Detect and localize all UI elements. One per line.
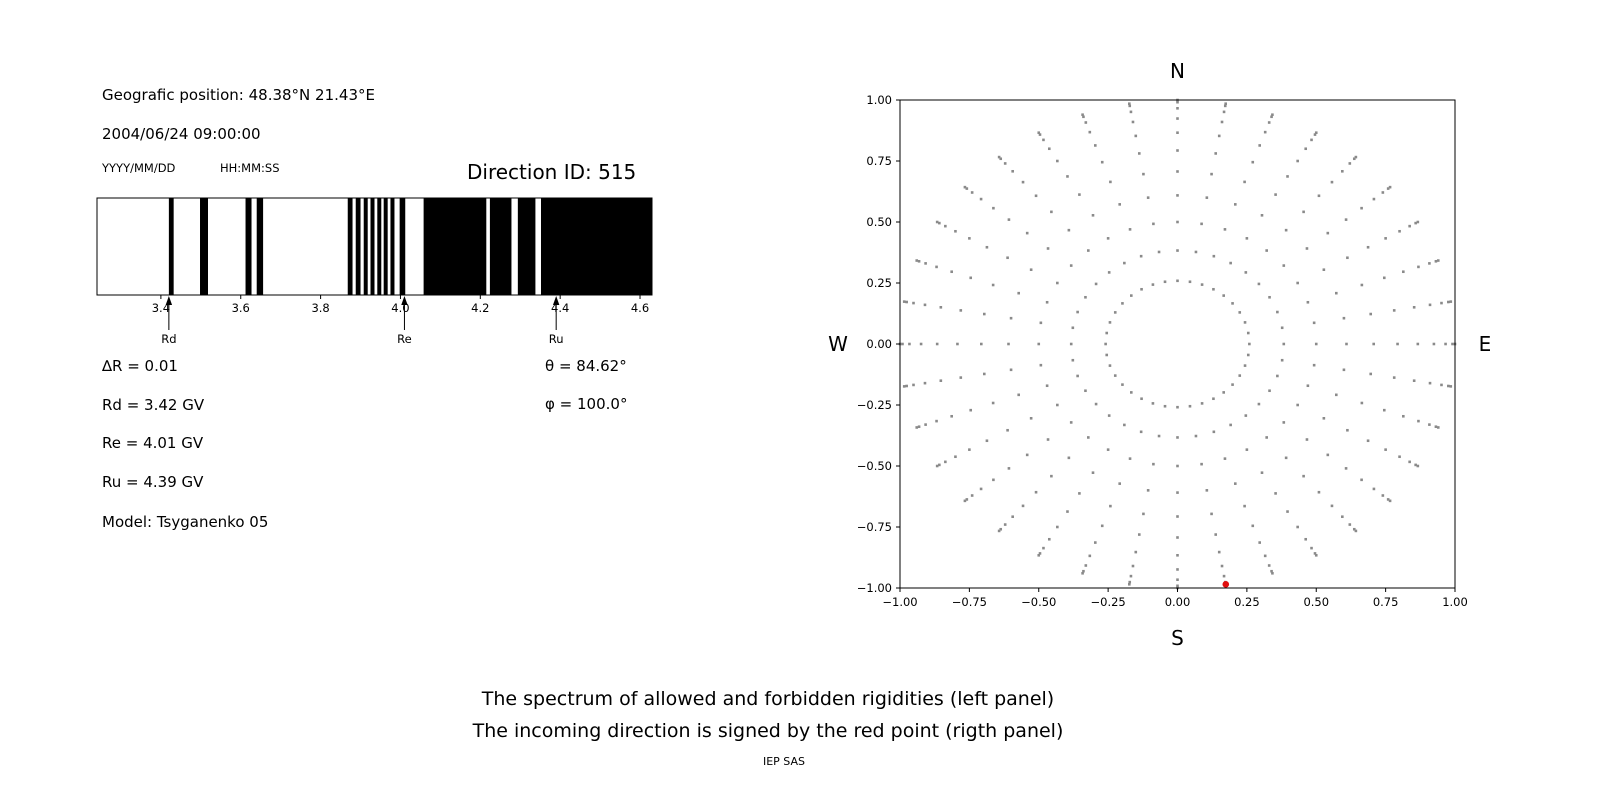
footer-credit: IEP SAS xyxy=(762,755,806,768)
cutoff-markers: Rd Re Ru xyxy=(161,296,564,346)
svg-text:−0.50: −0.50 xyxy=(1021,595,1056,609)
datetime-label: 2004/06/24 09:00:00 xyxy=(102,125,261,143)
svg-text:0.00: 0.00 xyxy=(1165,595,1191,609)
caption-line-2: The incoming direction is signed by the … xyxy=(472,720,1064,742)
svg-text:3.4: 3.4 xyxy=(152,301,170,315)
incoming-direction-red-point xyxy=(1222,581,1230,588)
caption-line-1: The spectrum of allowed and forbidden ri… xyxy=(481,688,1055,710)
svg-text:Rd: Rd xyxy=(161,332,176,346)
date-format-label: YYYY/MM/DD xyxy=(102,161,176,175)
delta-r-value: ∆R = 0.01 xyxy=(102,357,178,375)
phi-value: φ = 100.0° xyxy=(545,395,628,413)
svg-text:Re: Re xyxy=(397,332,412,346)
compass-labels: N S W E xyxy=(828,59,1491,650)
direction-y-ticks: 1.00 0.75 0.50 0.25 0.00 −0.25 −0.50 −0.75 −1.00 xyxy=(857,93,900,595)
rd-value: Rd = 3.42 GV xyxy=(102,396,205,414)
svg-text:0.50: 0.50 xyxy=(1303,595,1329,609)
asymptotic-direction-dots xyxy=(898,98,1457,590)
svg-text:3.8: 3.8 xyxy=(311,301,329,315)
time-format-label: HH:MM:SS xyxy=(220,161,280,175)
geo-position-label: Geografic position: 48.38°N 21.43°E xyxy=(102,86,375,104)
svg-text:1.00: 1.00 xyxy=(1442,595,1468,609)
model-value: Model: Tsyganenko 05 xyxy=(102,513,269,531)
svg-text:Ru: Ru xyxy=(549,332,564,346)
spectrum-x-ticks: 3.4 3.6 3.8 4.0 4.2 4.4 4.6 xyxy=(152,295,649,315)
svg-text:E: E xyxy=(1479,332,1492,356)
spectrum-axes-box xyxy=(96,197,653,296)
direction-axes-box xyxy=(899,99,1456,589)
arrival-direction-chart: −1.00 −0.75 −0.50 −0.25 0.00 0.25 0.50 0.75 1.00… xyxy=(828,59,1491,650)
direction-id-label: Direction ID: 515 xyxy=(467,160,637,184)
svg-text:−0.75: −0.75 xyxy=(857,520,892,534)
svg-text:0.25: 0.25 xyxy=(1234,595,1260,609)
svg-text:−0.25: −0.25 xyxy=(1091,595,1126,609)
svg-text:0.50: 0.50 xyxy=(866,215,892,229)
svg-text:4.6: 4.6 xyxy=(631,301,649,315)
svg-text:0.25: 0.25 xyxy=(866,276,892,290)
svg-text:W: W xyxy=(828,332,848,356)
svg-text:N: N xyxy=(1170,59,1185,83)
rigidity-spectrum-chart: 3.4 3.6 3.8 4.0 4.2 4.4 4.6Rd Re Ru xyxy=(96,197,653,346)
svg-text:−1.00: −1.00 xyxy=(882,595,917,609)
svg-text:0.75: 0.75 xyxy=(1373,595,1399,609)
svg-text:0.00: 0.00 xyxy=(866,337,892,351)
svg-text:−0.25: −0.25 xyxy=(857,398,892,412)
svg-text:−0.75: −0.75 xyxy=(952,595,987,609)
ru-value: Ru = 4.39 GV xyxy=(102,473,204,491)
svg-text:−0.50: −0.50 xyxy=(857,459,892,473)
svg-text:3.6: 3.6 xyxy=(232,301,250,315)
svg-text:1.00: 1.00 xyxy=(866,93,892,107)
svg-text:−1.00: −1.00 xyxy=(857,581,892,595)
svg-text:0.75: 0.75 xyxy=(866,154,892,168)
svg-text:4.2: 4.2 xyxy=(471,301,489,315)
direction-x-ticks: −1.00 −0.75 −0.50 −0.25 0.00 0.25 0.50 0.75 1.00 xyxy=(882,588,1468,609)
re-value: Re = 4.01 GV xyxy=(102,434,204,452)
forbidden-bars xyxy=(168,198,652,295)
theta-value: θ = 84.62° xyxy=(545,357,627,375)
svg-text:S: S xyxy=(1171,626,1184,650)
